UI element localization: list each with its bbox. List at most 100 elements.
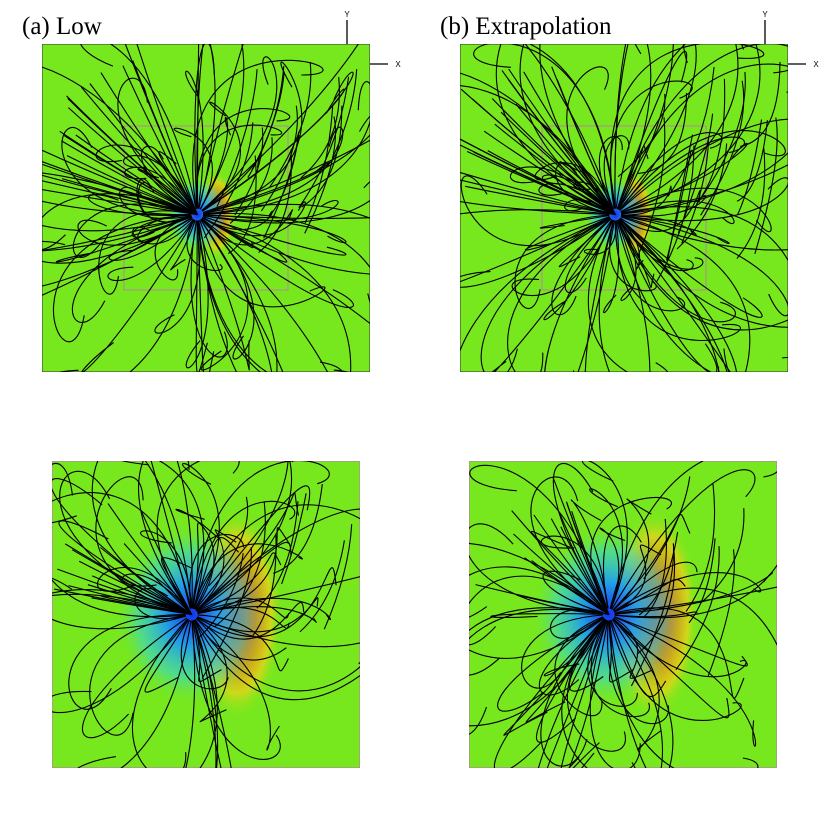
field-line (195, 529, 237, 611)
field-line (100, 72, 198, 215)
field-line (194, 619, 287, 661)
field-line (524, 44, 614, 210)
field-line (160, 557, 193, 610)
field-line (688, 538, 716, 624)
label-low: (a) Low (22, 13, 102, 40)
field-line (42, 180, 198, 216)
field-line (100, 547, 193, 615)
field-line (140, 510, 193, 615)
field-line (196, 597, 290, 619)
field-line (185, 620, 196, 768)
field-line (460, 138, 616, 216)
field-line (613, 617, 653, 679)
field-line (202, 139, 370, 214)
panel-low-full (42, 44, 370, 372)
field-line (619, 218, 720, 372)
field-line (675, 546, 720, 671)
field-line (216, 69, 258, 207)
field-line (587, 219, 669, 372)
field-line (667, 66, 715, 197)
field-line (552, 463, 607, 610)
field-line (78, 560, 192, 616)
field-line (123, 155, 196, 210)
field-line (197, 614, 289, 672)
field-line (511, 219, 614, 297)
field-line (513, 533, 610, 615)
field-line (614, 586, 777, 615)
field-line (616, 50, 688, 210)
field-line (191, 461, 330, 609)
field-line (195, 508, 360, 611)
field-line (460, 216, 611, 283)
field-line (621, 206, 788, 262)
field-line (134, 588, 187, 620)
field-line (191, 620, 281, 760)
field-line (67, 97, 198, 215)
field-line (621, 214, 730, 244)
field-line (503, 618, 606, 736)
field-line (107, 219, 195, 282)
field-line (511, 510, 610, 615)
field-line (469, 523, 603, 615)
field-line (619, 218, 728, 372)
axis-x-label: X (813, 60, 819, 69)
field-line (68, 613, 186, 710)
field-line (121, 461, 205, 609)
field-line (58, 220, 198, 372)
field-line (136, 44, 198, 215)
field-line (72, 215, 192, 323)
field-line (123, 543, 193, 615)
field-line (613, 587, 777, 646)
field-line (609, 80, 693, 209)
field-line (617, 219, 718, 372)
field-line (202, 216, 370, 275)
field-line (72, 203, 192, 258)
field-line (52, 593, 187, 614)
panel-low-zoom (52, 461, 360, 768)
field-line (101, 595, 192, 616)
field-line (621, 164, 788, 215)
field-line (208, 496, 249, 587)
field-line (515, 103, 616, 215)
field-line (170, 220, 196, 271)
field-line (77, 620, 192, 768)
field-line (614, 563, 777, 619)
field-line (524, 216, 610, 251)
field-line (263, 131, 300, 239)
field-line (228, 155, 257, 255)
field-line (617, 44, 674, 210)
field-line (268, 61, 312, 189)
field-line (494, 123, 616, 216)
field-line (533, 514, 610, 615)
field-line (196, 491, 300, 612)
field-line (197, 576, 360, 614)
field-line (203, 214, 347, 244)
field-line (55, 216, 193, 263)
axis-x-label: X (395, 60, 401, 69)
field-line (193, 620, 219, 768)
field-line (304, 106, 334, 224)
field-line (616, 44, 788, 210)
field-line (192, 620, 222, 768)
field-line (636, 543, 676, 655)
field-line (68, 107, 198, 216)
field-line (203, 80, 370, 215)
field-line (617, 93, 666, 178)
field-line (460, 72, 613, 210)
field-line (195, 618, 228, 723)
zoom-region-box (123, 125, 289, 291)
field-line (611, 469, 756, 610)
field-line (480, 216, 611, 372)
field-line (656, 145, 695, 282)
field-line (251, 71, 285, 171)
field-line (490, 613, 603, 618)
field-line (300, 77, 340, 179)
field-line (201, 218, 329, 372)
field-line (189, 534, 245, 609)
field-line (614, 44, 627, 209)
field-line (700, 80, 745, 216)
field-line (614, 607, 745, 699)
field-line (469, 566, 605, 618)
field-line (198, 44, 216, 209)
field-line (197, 616, 360, 648)
